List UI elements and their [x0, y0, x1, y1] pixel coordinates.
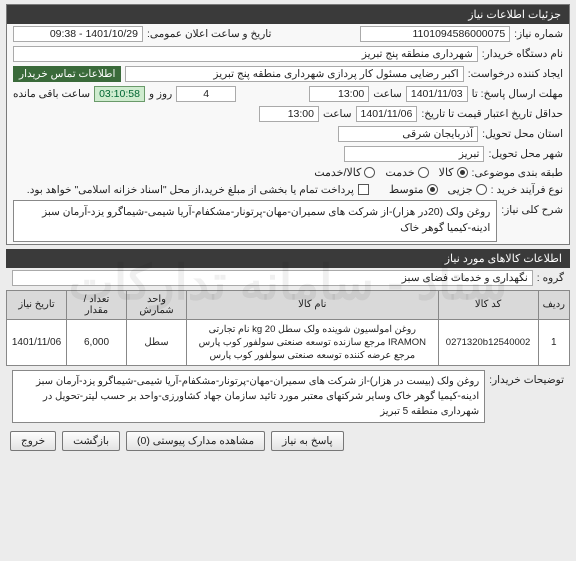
th-unit: واحد شمارش [127, 290, 187, 319]
radio-service-label: خدمت [385, 166, 414, 179]
th-code: کد کالا [438, 290, 538, 319]
radio-goods-label: کالا [439, 166, 454, 179]
th-date: تاریخ نیاز [7, 290, 67, 319]
button-bar: پاسخ به نیاز مشاهده مدارک پیوستی (0) باز… [0, 425, 576, 457]
radio-small-label: جزیی [448, 183, 473, 196]
group-value: نگهداری و خدمات فضای سبز [12, 270, 533, 286]
creator-label: ایجاد کننده درخواست: [468, 68, 563, 80]
panel-title: جزئیات اطلاعات نیاز [7, 5, 569, 24]
province-label: استان محل تحویل: [482, 128, 563, 140]
cell-unit: سطل [127, 319, 187, 366]
radio-goods-service-label: کالا/خدمت [314, 166, 361, 179]
th-name: نام کالا [187, 290, 439, 319]
exit-button[interactable]: خروج [10, 431, 56, 451]
radio-goods[interactable] [457, 167, 468, 178]
buyer-org-value: شهرداری منطقه پنج تبریز [13, 46, 478, 62]
need-details-panel: جزئیات اطلاعات نیاز شماره نیاز: 11010945… [6, 4, 570, 245]
radio-goods-service[interactable] [364, 167, 375, 178]
reply-hour-value: 13:00 [309, 86, 369, 102]
days-left-value: 4 [176, 86, 236, 102]
category-label: طبقه بندی موضوعی: [472, 167, 563, 179]
cell-code: 0271320b12540002 [438, 319, 538, 366]
buyer-notes-label: توضیحات خریدار: [489, 370, 564, 386]
need-number-value: 1101094586000075 [360, 26, 510, 42]
radio-small[interactable] [476, 184, 487, 195]
announce-label: تاریخ و ساعت اعلان عمومی: [147, 28, 271, 40]
table-row[interactable]: 10271320b12540002روغن امولسیون شوینده ول… [7, 319, 570, 366]
group-label: گروه : [537, 272, 564, 284]
city-value: تبریز [344, 146, 484, 162]
general-desc-label: شرح کلی نیاز: [501, 200, 563, 216]
contact-info-button[interactable]: اطلاعات تماس خریدار [13, 66, 121, 82]
province-value: آذربایجان شرقی [338, 126, 478, 142]
validity-label: حداقل تاریخ اعتبار قیمت تا تاریخ: [421, 108, 563, 120]
items-table: ردیف کد کالا نام کالا واحد شمارش تعداد /… [6, 290, 570, 367]
radio-medium-label: متوسط [389, 183, 424, 196]
buyer-notes-box: روغن ولک (بیست در هزار)-از شرکت های سمیر… [12, 370, 485, 423]
reply-date-value: 1401/11/03 [406, 86, 468, 102]
attachments-button[interactable]: مشاهده مدارک پیوستی (0) [126, 431, 265, 451]
time-left-value: 03:10:58 [94, 86, 145, 102]
announce-value: 1401/10/29 - 09:38 [13, 26, 143, 42]
hour-label-2: ساعت [323, 108, 352, 120]
th-qty: تعداد / مقدار [67, 290, 127, 319]
treasury-note: پرداخت تمام یا بخشی از مبلغ خرید،از محل … [27, 184, 354, 196]
hour-label-1: ساعت [373, 88, 402, 100]
cell-date: 1401/11/06 [7, 319, 67, 366]
validity-date-value: 1401/11/06 [356, 106, 418, 122]
buyer-org-label: نام دستگاه خریدار: [482, 48, 563, 60]
back-button[interactable]: بازگشت [62, 431, 120, 451]
cell-qty: 6,000 [67, 319, 127, 366]
items-section-title: اطلاعات کالاهای مورد نیاز [6, 249, 570, 268]
radio-service[interactable] [418, 167, 429, 178]
general-desc-box: روغن ولک (20در هزار)-از شرکت های سمیران-… [13, 200, 497, 242]
cell-name: روغن امولسیون شوینده ولک سطل 20 kg نام ت… [187, 319, 439, 366]
process-label: نوع فرآیند خرید : [491, 184, 563, 196]
validity-hour-value: 13:00 [259, 106, 319, 122]
reply-deadline-label: مهلت ارسال پاسخ: تا [472, 88, 563, 100]
radio-medium[interactable] [427, 184, 438, 195]
day-label: روز و [149, 88, 172, 100]
process-radio-group: جزیی متوسط [389, 183, 487, 196]
time-left-suffix: ساعت باقی مانده [13, 88, 90, 100]
th-row: ردیف [538, 290, 569, 319]
category-radio-group: کالا خدمت کالا/خدمت [314, 166, 467, 179]
need-number-label: شماره نیاز: [514, 28, 563, 40]
cell-row: 1 [538, 319, 569, 366]
city-label: شهر محل تحویل: [488, 148, 563, 160]
respond-button[interactable]: پاسخ به نیاز [271, 431, 343, 451]
creator-value: اکبر رضایی مسئول کار پردازی شهرداری منطق… [125, 66, 463, 82]
treasury-checkbox[interactable] [358, 184, 369, 195]
